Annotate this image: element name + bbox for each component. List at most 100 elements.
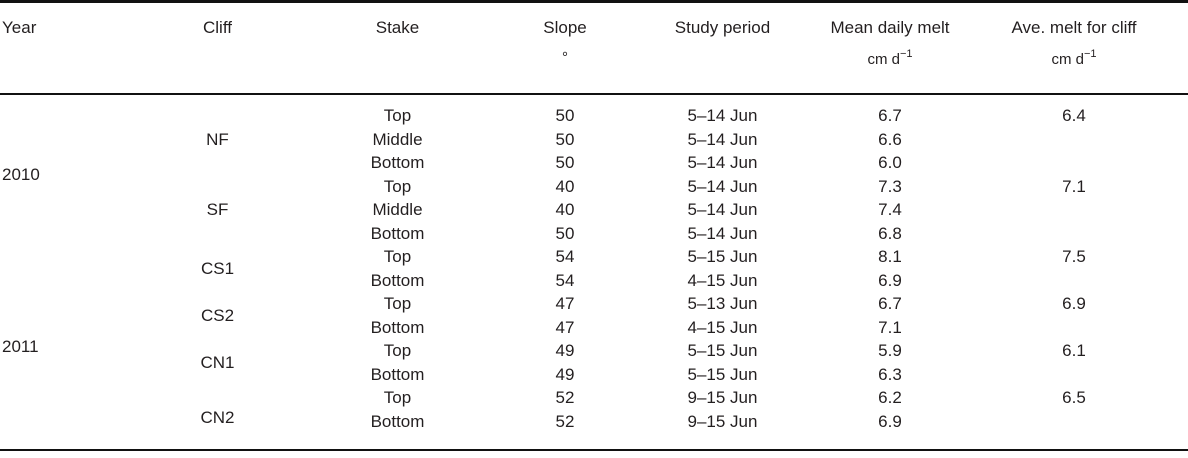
cell-period: 5–14 Jun xyxy=(687,106,758,125)
cell-cliff-cs1: CS1 xyxy=(200,258,235,278)
cell-period: 5–15 Jun xyxy=(687,341,758,360)
cell-stake: Top xyxy=(383,388,412,407)
header-mean-daily-melt: Mean daily melt xyxy=(830,18,950,37)
cell-stake: Bottom xyxy=(370,223,425,243)
cell-period: 5–15 Jun xyxy=(687,364,758,384)
unit-base-text: cm d xyxy=(1051,51,1084,68)
table-row: 2010 NF Top 50 5–14 Jun 6.7 6.4 xyxy=(0,94,1188,184)
cell-stake: Bottom xyxy=(370,364,425,384)
cell-slope: 40 xyxy=(555,176,575,196)
cell-slope: 52 xyxy=(555,388,575,407)
cell-period: 5–15 Jun xyxy=(687,247,758,266)
cell-melt: 6.9 xyxy=(878,270,902,290)
cell-melt: 7.1 xyxy=(878,317,902,337)
cell-ave-melt: 7.5 xyxy=(1062,247,1086,266)
cell-slope: 50 xyxy=(555,153,575,172)
cell-melt: 7.4 xyxy=(878,200,902,219)
unit-exponent: −1 xyxy=(899,48,913,60)
table-row: Bottom 49 5–15 Jun 6.3 xyxy=(0,363,1188,387)
cell-period: 9–15 Jun xyxy=(687,388,758,407)
cell-stake: Top xyxy=(383,294,412,313)
cell-stake: Middle xyxy=(372,200,423,219)
cell-period: 5–14 Jun xyxy=(687,200,758,219)
cell-stake: Top xyxy=(383,247,412,266)
unit-ave-cm-per-day: cm d−1 xyxy=(960,43,1188,94)
table-header: Year Cliff Stake Slope Study period Mean… xyxy=(0,2,1188,94)
cell-melt: 6.8 xyxy=(878,223,902,243)
header-slope: Slope xyxy=(543,18,587,37)
cell-ave-melt: 6.1 xyxy=(1062,341,1086,360)
table-row: Bottom 50 5–14 Jun 6.0 xyxy=(0,151,1188,175)
cell-cliff-sf: SF xyxy=(206,200,229,219)
unit-melt-cm-per-day: cm d−1 xyxy=(820,43,960,94)
cell-period: 5–13 Jun xyxy=(687,294,758,313)
cell-melt: 6.0 xyxy=(878,153,902,172)
cell-stake: Top xyxy=(383,106,412,125)
header-row-units: ° cm d−1 cm d−1 xyxy=(0,43,1188,94)
cell-melt: 6.2 xyxy=(878,388,902,407)
cell-melt: 6.7 xyxy=(878,106,902,125)
header-cliff: Cliff xyxy=(203,18,232,37)
table-row: CN1 Top 49 5–15 Jun 5.9 6.1 xyxy=(0,339,1188,372)
table-row: CN2 Top 52 9–15 Jun 6.2 6.5 xyxy=(0,386,1188,427)
cell-period: 5–14 Jun xyxy=(687,153,758,172)
table-row: Bottom 54 4–15 Jun 6.9 xyxy=(0,269,1188,293)
cell-melt: 7.3 xyxy=(878,176,902,196)
cell-ave-melt: 6.4 xyxy=(1062,106,1086,125)
table-row: Bottom 52 9–15 Jun 6.9 xyxy=(0,410,1188,451)
cell-period: 5–14 Jun xyxy=(687,129,758,149)
cell-stake: Bottom xyxy=(370,153,425,172)
cell-ave-melt: 7.1 xyxy=(1062,176,1086,196)
cell-year-2010: 2010 xyxy=(2,164,40,184)
cell-slope: 54 xyxy=(555,247,575,266)
cell-ave-melt: 6.9 xyxy=(1062,294,1086,313)
cell-melt: 6.6 xyxy=(878,129,902,149)
header-ave-melt-for-cliff: Ave. melt for cliff xyxy=(1011,18,1137,37)
cell-slope: 49 xyxy=(555,364,575,384)
cell-melt: 6.9 xyxy=(878,411,902,431)
header-year: Year xyxy=(2,18,37,37)
cell-cliff-cn2: CN2 xyxy=(200,407,235,427)
unit-slope-degrees: ° xyxy=(562,49,568,66)
cell-slope: 49 xyxy=(555,341,575,360)
cell-period: 5–14 Jun xyxy=(687,176,758,196)
table-row: Bottom 50 5–14 Jun 6.8 xyxy=(0,222,1188,246)
header-study-period: Study period xyxy=(674,18,771,37)
cell-slope: 50 xyxy=(555,223,575,243)
cell-period: 5–14 Jun xyxy=(687,223,758,243)
table-row: SF Top 40 5–14 Jun 7.3 7.1 xyxy=(0,175,1188,220)
cell-cliff-cs2: CS2 xyxy=(200,305,235,325)
cell-stake: Middle xyxy=(372,129,423,149)
cell-stake: Bottom xyxy=(370,317,425,337)
cell-melt: 5.9 xyxy=(878,341,902,360)
cell-slope: 47 xyxy=(555,294,575,313)
table-row: CS2 Top 47 5–13 Jun 6.7 6.9 xyxy=(0,292,1188,325)
cell-melt: 6.3 xyxy=(878,364,902,384)
header-row-labels: Year Cliff Stake Slope Study period Mean… xyxy=(0,2,1188,44)
cell-stake: Bottom xyxy=(370,270,425,290)
header-stake: Stake xyxy=(375,18,420,37)
cell-slope: 52 xyxy=(555,411,575,431)
cell-cliff-nf: NF xyxy=(206,129,229,149)
cell-cliff-cn1: CN1 xyxy=(200,352,235,372)
table-row: 2011 CS1 Top 54 5–15 Jun 8.1 7.5 xyxy=(0,245,1188,356)
cell-period: 4–15 Jun xyxy=(687,317,758,337)
cell-stake: Top xyxy=(383,176,412,196)
table-body: 2010 NF Top 50 5–14 Jun 6.7 6.4 Middle 5… xyxy=(0,94,1188,450)
unit-exponent: −1 xyxy=(1083,48,1097,60)
cell-slope: 54 xyxy=(555,270,575,290)
table-row: Middle 40 5–14 Jun 7.4 xyxy=(0,198,1188,222)
table-row: Bottom 47 4–15 Jun 7.1 xyxy=(0,316,1188,340)
cell-period: 9–15 Jun xyxy=(687,411,758,431)
cell-period: 4–15 Jun xyxy=(687,270,758,290)
cell-slope: 50 xyxy=(555,106,575,125)
cell-melt: 6.7 xyxy=(878,294,902,313)
cell-year-2011: 2011 xyxy=(2,337,39,357)
cell-ave-melt: 6.5 xyxy=(1062,388,1086,407)
cell-stake: Bottom xyxy=(370,411,425,431)
cell-melt: 8.1 xyxy=(878,247,902,266)
cell-stake: Top xyxy=(383,341,412,360)
cell-slope: 47 xyxy=(555,317,575,337)
unit-base-text: cm d xyxy=(867,51,900,68)
